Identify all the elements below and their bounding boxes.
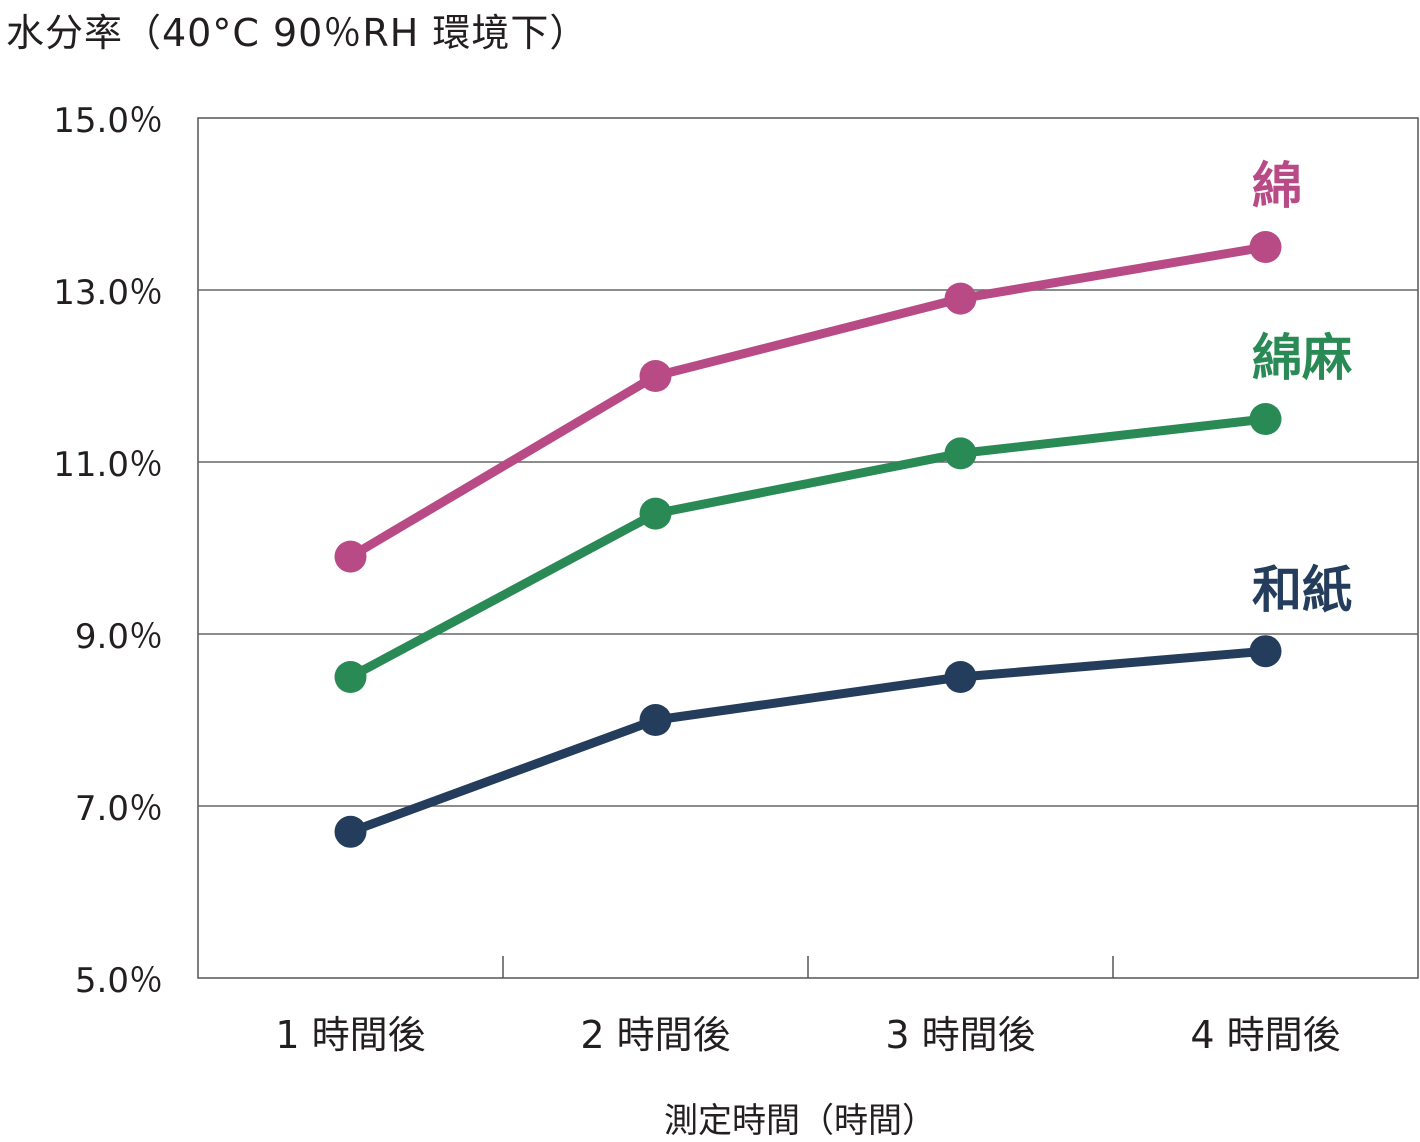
data-point [334, 815, 367, 848]
y-tick-label: 11.0％ [53, 445, 163, 485]
data-point [639, 360, 672, 392]
data-point [334, 540, 367, 573]
data-point [944, 661, 977, 693]
series-line [346, 414, 1270, 682]
data-point [639, 704, 672, 736]
series-line [346, 242, 1270, 562]
x-axis-title: 測定時間（時間） [664, 1101, 936, 1141]
data-point [334, 661, 367, 693]
data-point [639, 497, 672, 530]
series-label: 和紙 [1252, 561, 1352, 619]
data-point [944, 282, 977, 315]
series-line [346, 646, 1270, 837]
x-tick-label: 1 時間後 [275, 1013, 425, 1057]
y-tick-label: 13.0％ [53, 273, 163, 313]
x-tick-label: 3 時間後 [885, 1013, 1035, 1057]
data-point [944, 437, 977, 470]
series-label: 綿 [1252, 157, 1302, 215]
y-axis-title: 水分率（40°C 90％RH 環境下） [6, 11, 589, 55]
data-point [1249, 403, 1282, 435]
data-point [1249, 635, 1282, 668]
data-point [1249, 231, 1282, 263]
x-tick-label: 4 時間後 [1190, 1013, 1340, 1057]
plot-frame [197, 117, 1419, 979]
y-tick-label: 7.0％ [75, 789, 163, 829]
x-tick-label: 2 時間後 [580, 1013, 730, 1057]
y-tick-label: 5.0％ [75, 961, 163, 1001]
y-tick-label: 9.0％ [75, 617, 163, 657]
y-tick-label: 15.0％ [53, 101, 163, 141]
series-label: 綿麻 [1252, 329, 1352, 387]
